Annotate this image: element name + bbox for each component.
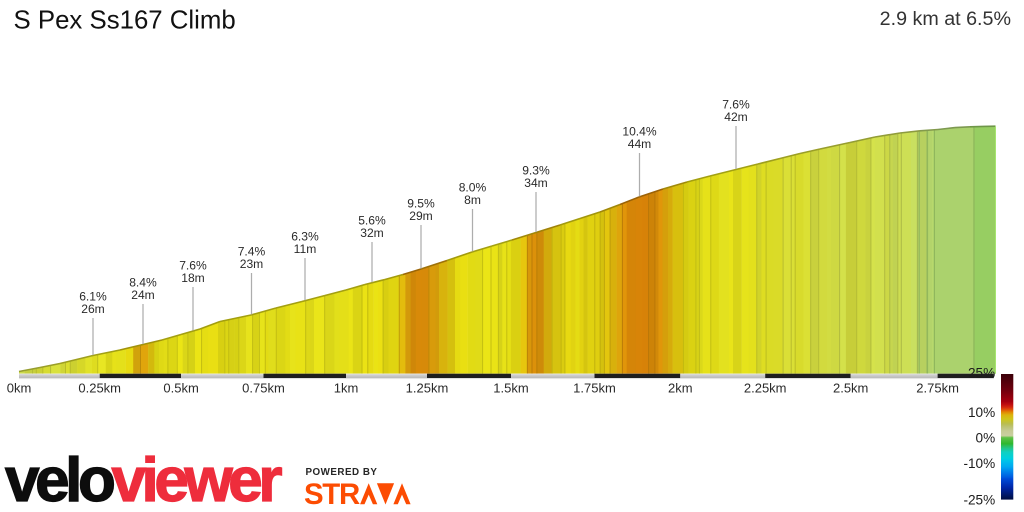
svg-text:7.6%: 7.6% xyxy=(179,258,207,272)
svg-text:18m: 18m xyxy=(181,271,205,285)
svg-text:34m: 34m xyxy=(524,176,548,190)
svg-text:8m: 8m xyxy=(464,193,481,207)
svg-text:9.5%: 9.5% xyxy=(407,196,435,210)
svg-text:10.4%: 10.4% xyxy=(622,124,657,138)
svg-text:9.3%: 9.3% xyxy=(522,163,550,177)
svg-text:2km: 2km xyxy=(668,381,693,396)
svg-text:0.25km: 0.25km xyxy=(78,381,121,396)
svg-text:8.4%: 8.4% xyxy=(129,275,157,289)
svg-text:11m: 11m xyxy=(294,242,317,256)
svg-text:2.5km: 2.5km xyxy=(833,381,868,396)
svg-text:42m: 42m xyxy=(724,110,748,124)
svg-text:25%: 25% xyxy=(968,366,995,381)
svg-text:44m: 44m xyxy=(628,137,652,151)
svg-text:0%: 0% xyxy=(976,430,996,445)
svg-text:0.75km: 0.75km xyxy=(242,381,285,396)
svg-text:6.3%: 6.3% xyxy=(291,229,319,243)
svg-text:1km: 1km xyxy=(334,381,359,396)
svg-text:2.25km: 2.25km xyxy=(744,381,787,396)
svg-text:-25%: -25% xyxy=(963,492,995,507)
svg-text:1.25km: 1.25km xyxy=(406,381,449,396)
svg-text:6.1%: 6.1% xyxy=(79,289,107,303)
svg-text:32m: 32m xyxy=(360,226,384,240)
svg-text:1.75km: 1.75km xyxy=(573,381,616,396)
svg-text:S Pex Ss167 Climb: S Pex Ss167 Climb xyxy=(14,6,236,34)
svg-text:24m: 24m xyxy=(131,288,155,302)
svg-text:7.4%: 7.4% xyxy=(238,244,266,258)
svg-text:1.5km: 1.5km xyxy=(493,381,528,396)
svg-text:8.0%: 8.0% xyxy=(459,180,487,194)
svg-text:7.6%: 7.6% xyxy=(722,97,750,111)
svg-text:2.75km: 2.75km xyxy=(916,381,959,396)
svg-text:23m: 23m xyxy=(240,257,264,271)
svg-text:2.9 km at 6.5%: 2.9 km at 6.5% xyxy=(880,8,1011,30)
svg-text:26m: 26m xyxy=(81,302,105,316)
svg-text:0.5km: 0.5km xyxy=(163,381,198,396)
svg-text:29m: 29m xyxy=(409,209,433,223)
svg-text:STR: STR xyxy=(304,478,360,511)
svg-text:-10%: -10% xyxy=(963,456,995,471)
svg-text:10%: 10% xyxy=(968,405,995,420)
svg-text:0km: 0km xyxy=(7,381,32,396)
svg-text:5.6%: 5.6% xyxy=(358,213,386,227)
